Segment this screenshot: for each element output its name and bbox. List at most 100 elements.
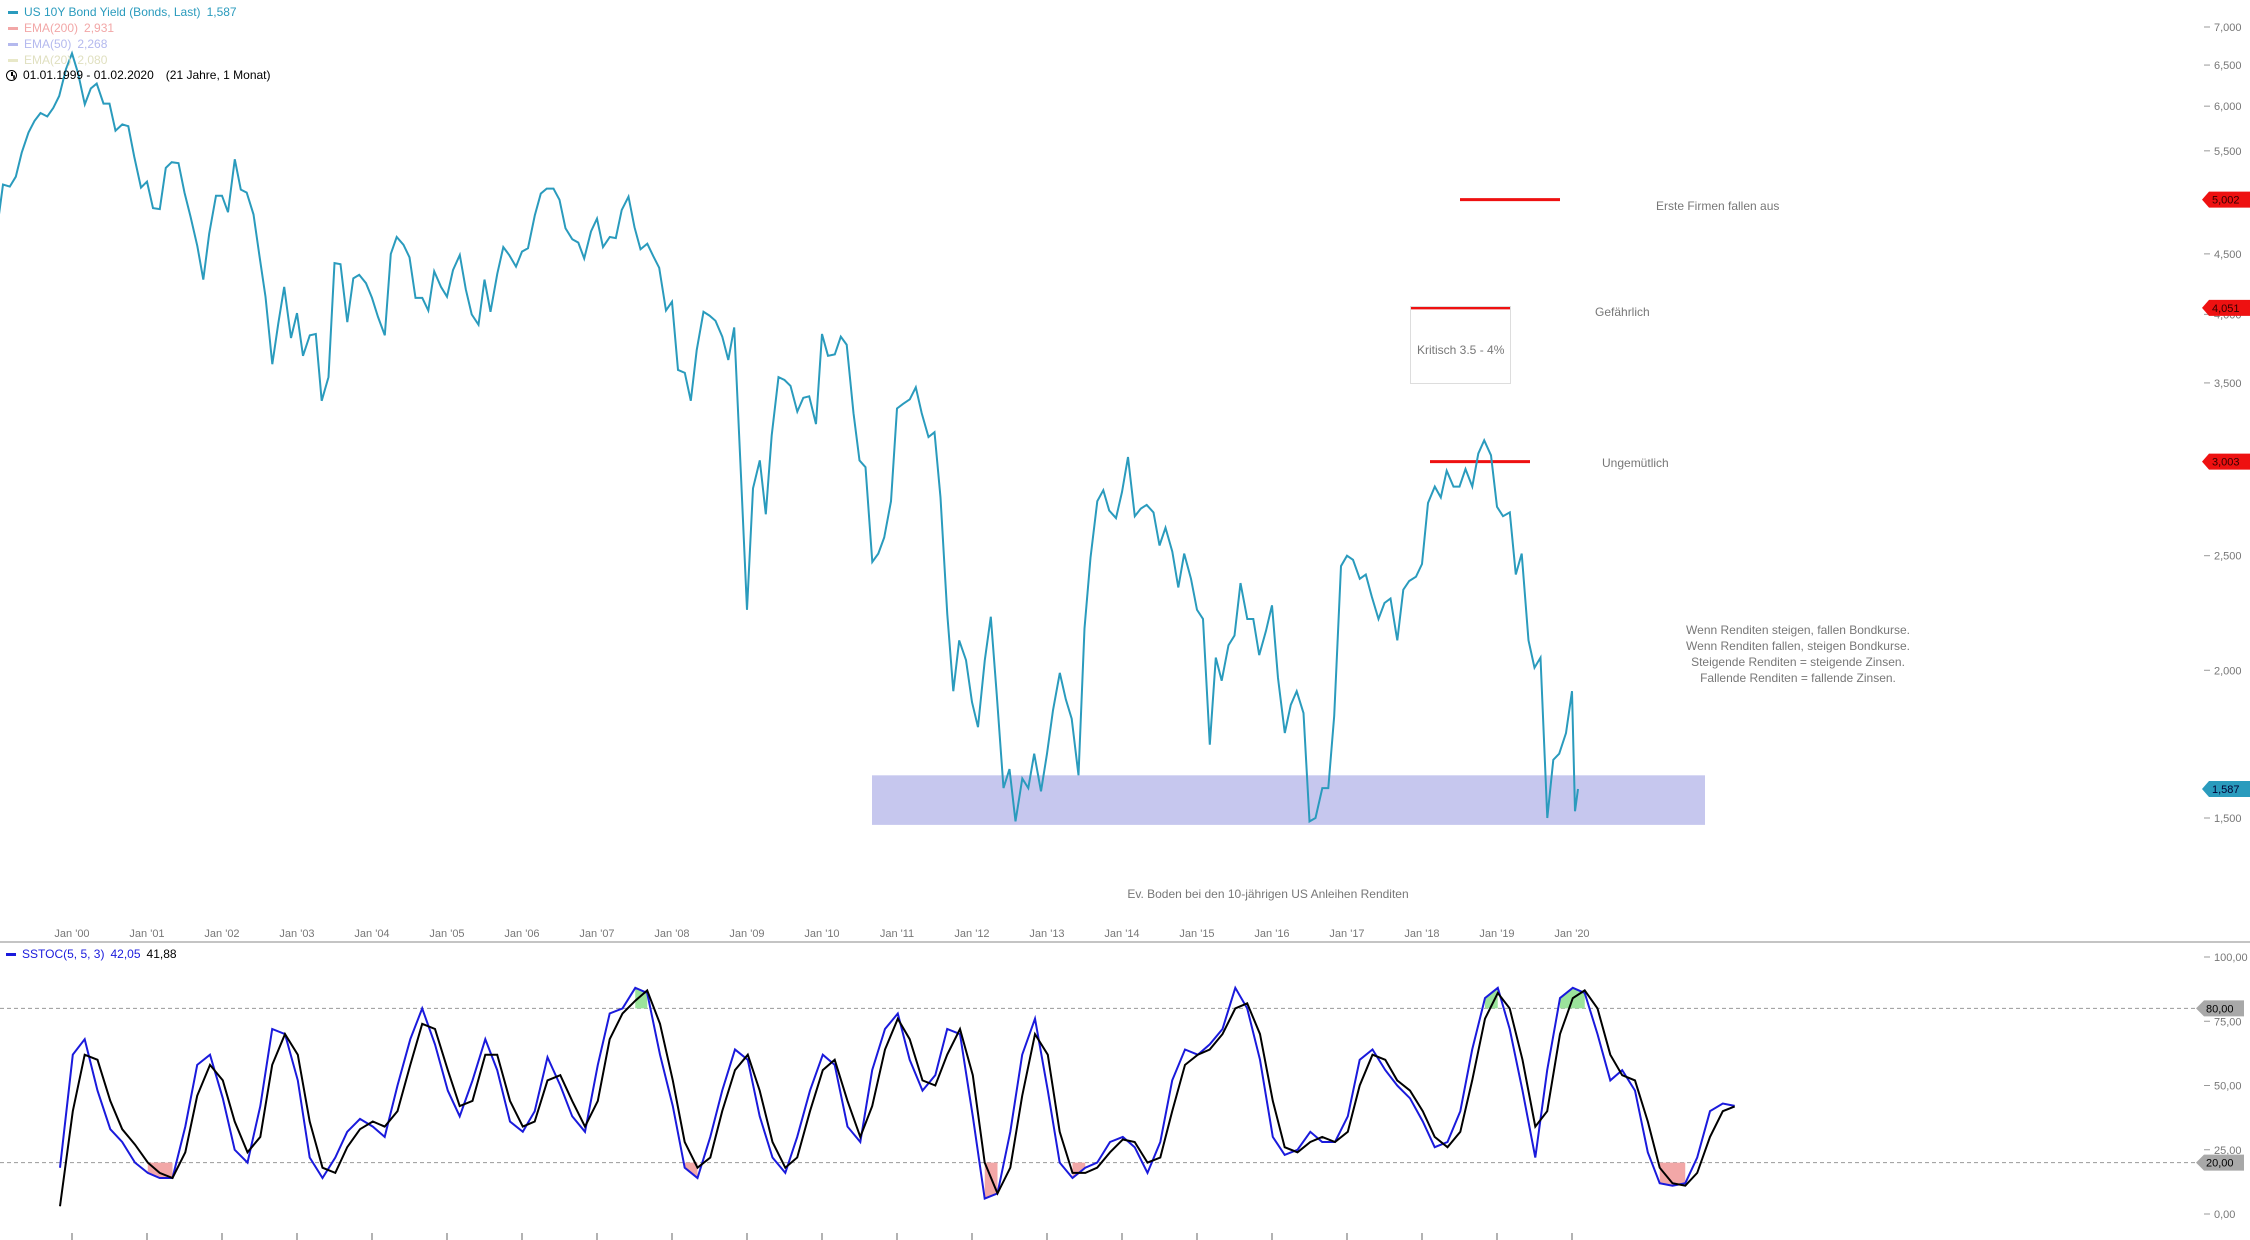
last-value-badge-shape	[2202, 781, 2250, 798]
x-tick-label: Jan '16	[1254, 928, 1289, 940]
last-value-badge: 1,587	[2202, 781, 2250, 798]
critical-note-text: Kritisch 3.5 - 4%	[1417, 343, 1505, 357]
legend-swatch-main	[8, 10, 18, 14]
clock-icon	[6, 69, 17, 81]
stoch-legend-label: SSTOC(5, 5, 3)	[22, 947, 105, 961]
legend-value-ema50: 2,268	[77, 37, 108, 51]
annotation-boden: Ev. Boden bei den 10-jährigen US Anleihe…	[1127, 887, 1408, 901]
level-badge-label: 4,051	[2212, 303, 2240, 315]
stoch-y-tick-label: 50,00	[2214, 1081, 2242, 1093]
annotation-text-line-3: Steigende Renditen = steigende Zinsen.	[1691, 655, 1905, 669]
x-tick-label: Jan '18	[1404, 928, 1439, 940]
legend-label-ema50: EMA(50)	[24, 37, 72, 51]
x-tick-label: Jan '20	[1554, 928, 1589, 940]
level-badge: 5,002	[2202, 191, 2250, 208]
legend-item-main[interactable]: US 10Y Bond Yield (Bonds, Last) 1,587	[8, 4, 237, 20]
level-badge: 4,051	[2202, 299, 2250, 316]
x-tick-label: Jan '08	[654, 928, 689, 940]
date-range[interactable]: 01.01.1999 - 01.02.2020 (21 Jahre, 1 Mon…	[6, 68, 271, 82]
stoch-legend-k: 42,05	[110, 947, 141, 961]
legend-item-ema20[interactable]: EMA(20) 2,080	[8, 52, 237, 68]
stoch-y-axis: 100,00 75,00 50,00 25,00 0,00	[2204, 952, 2248, 1221]
annotation-gefaehrlich: Gefährlich	[1595, 305, 1650, 319]
y-tick-label: 6,000	[2214, 101, 2242, 113]
overbought-fill	[1485, 987, 1498, 1009]
bond-yield-line	[0, 50, 1579, 824]
stoch-x-ticks	[71, 1233, 1573, 1240]
x-tick-label: Jan '13	[1029, 928, 1064, 940]
stoch-legend-swatch	[6, 952, 16, 956]
annotation-ungemuetlich: Ungemütlich	[1602, 456, 1669, 470]
stoch-y-tick-label: 0,00	[2214, 1209, 2235, 1221]
stoch-level-badge-label: 20,00	[2206, 1158, 2234, 1170]
y-tick-label: 5,500	[2214, 146, 2242, 158]
stoch-y-tick-label: 25,00	[2214, 1145, 2242, 1157]
critical-note-box: Kritisch 3.5 - 4%	[1410, 306, 1511, 384]
x-tick-label: Jan '19	[1479, 928, 1514, 940]
x-tick-label: Jan '17	[1329, 928, 1364, 940]
annotation-text-line-2: Wenn Renditen fallen, steigen Bondkurse.	[1686, 639, 1910, 653]
level-badge-label: 5,002	[2212, 195, 2240, 207]
legend-item-ema50[interactable]: EMA(50) 2,268	[8, 36, 237, 52]
legend-swatch-ema50	[8, 42, 18, 46]
oversold-fill	[147, 1162, 173, 1179]
stoch-d-line	[59, 988, 1736, 1207]
x-tick-label: Jan '14	[1104, 928, 1139, 940]
stoch-level-badge-label: 80,00	[2206, 1003, 2234, 1015]
annotation-text-line-4: Fallende Renditen = fallende Zinsen.	[1700, 671, 1896, 685]
stoch-y-tick-label: 75,00	[2214, 1016, 2242, 1028]
x-tick-label: Jan '07	[579, 928, 614, 940]
x-tick-label: Jan '06	[504, 928, 539, 940]
y-tick-label: 4,500	[2214, 249, 2242, 261]
x-tick-label: Jan '00	[54, 928, 89, 940]
stoch-k-line	[59, 985, 1735, 1201]
main-legend: US 10Y Bond Yield (Bonds, Last) 1,587 EM…	[8, 4, 237, 68]
date-range-duration: (21 Jahre, 1 Monat)	[165, 68, 271, 82]
level-badge: 3,003	[2202, 453, 2250, 470]
annotation-text-line-1: Wenn Renditen steigen, fallen Bondkurse.	[1686, 623, 1910, 637]
y-tick-label: 2,000	[2214, 665, 2242, 677]
stoch-level-badge: 80,00	[2196, 1000, 2244, 1017]
y-tick-label: 1,500	[2214, 813, 2242, 825]
stoch-zone-fills	[147, 987, 1686, 1199]
y-tick-label: 6,500	[2214, 60, 2242, 72]
x-tick-label: Jan '15	[1179, 928, 1214, 940]
y-tick-label: 7,000	[2214, 22, 2242, 34]
stoch-legend-d: 41,88	[146, 947, 177, 961]
x-tick-label: Jan '03	[279, 928, 314, 940]
legend-value-ema200: 2,931	[84, 21, 115, 35]
legend-value-main: 1,587	[206, 5, 237, 19]
stoch-legend[interactable]: SSTOC(5, 5, 3) 42,05 41,88	[6, 947, 177, 961]
legend-swatch-ema200	[8, 26, 18, 30]
legend-label-ema200: EMA(200)	[24, 21, 79, 35]
stoch-y-tick-label: 100,00	[2214, 952, 2248, 964]
stoch-level-badge: 20,00	[2196, 1154, 2244, 1171]
level-badge-shape	[2202, 299, 2250, 316]
stoch-level-badge-shape	[2196, 1000, 2244, 1017]
x-tick-label: Jan '12	[954, 928, 989, 940]
legend-value-ema20: 2,080	[77, 53, 108, 67]
support-zone	[872, 775, 1705, 825]
x-tick-label: Jan '01	[129, 928, 164, 940]
last-value-badge-label: 1,587	[2212, 784, 2240, 796]
main-y-axis: 7,0006,5006,0005,5005,0004,5004,0003,500…	[2204, 22, 2242, 825]
legend-swatch-ema20	[8, 58, 18, 62]
level-badge-label: 3,003	[2212, 457, 2240, 469]
stoch-level-badges: 80,00 20,00	[2196, 1000, 2244, 1171]
legend-label-main: US 10Y Bond Yield (Bonds, Last)	[24, 5, 201, 19]
y-tick-label: 2,500	[2214, 551, 2242, 563]
oversold-fill	[1659, 1162, 1686, 1186]
level-badge-shape	[2202, 191, 2250, 208]
stoch-level-badge-shape	[2196, 1154, 2244, 1171]
annotation-erste: Erste Firmen fallen aus	[1656, 199, 1779, 213]
legend-item-ema200[interactable]: EMA(200) 2,931	[8, 20, 237, 36]
x-tick-label: Jan '05	[429, 928, 464, 940]
x-tick-label: Jan '10	[804, 928, 839, 940]
y-tick-label: 3,500	[2214, 378, 2242, 390]
legend-label-ema20: EMA(20)	[24, 53, 72, 67]
date-range-text: 01.01.1999 - 01.02.2020	[23, 68, 154, 82]
level-badges: 5,002 4,051 3,003 1,587	[2202, 191, 2250, 798]
level-badge-shape	[2202, 453, 2250, 470]
